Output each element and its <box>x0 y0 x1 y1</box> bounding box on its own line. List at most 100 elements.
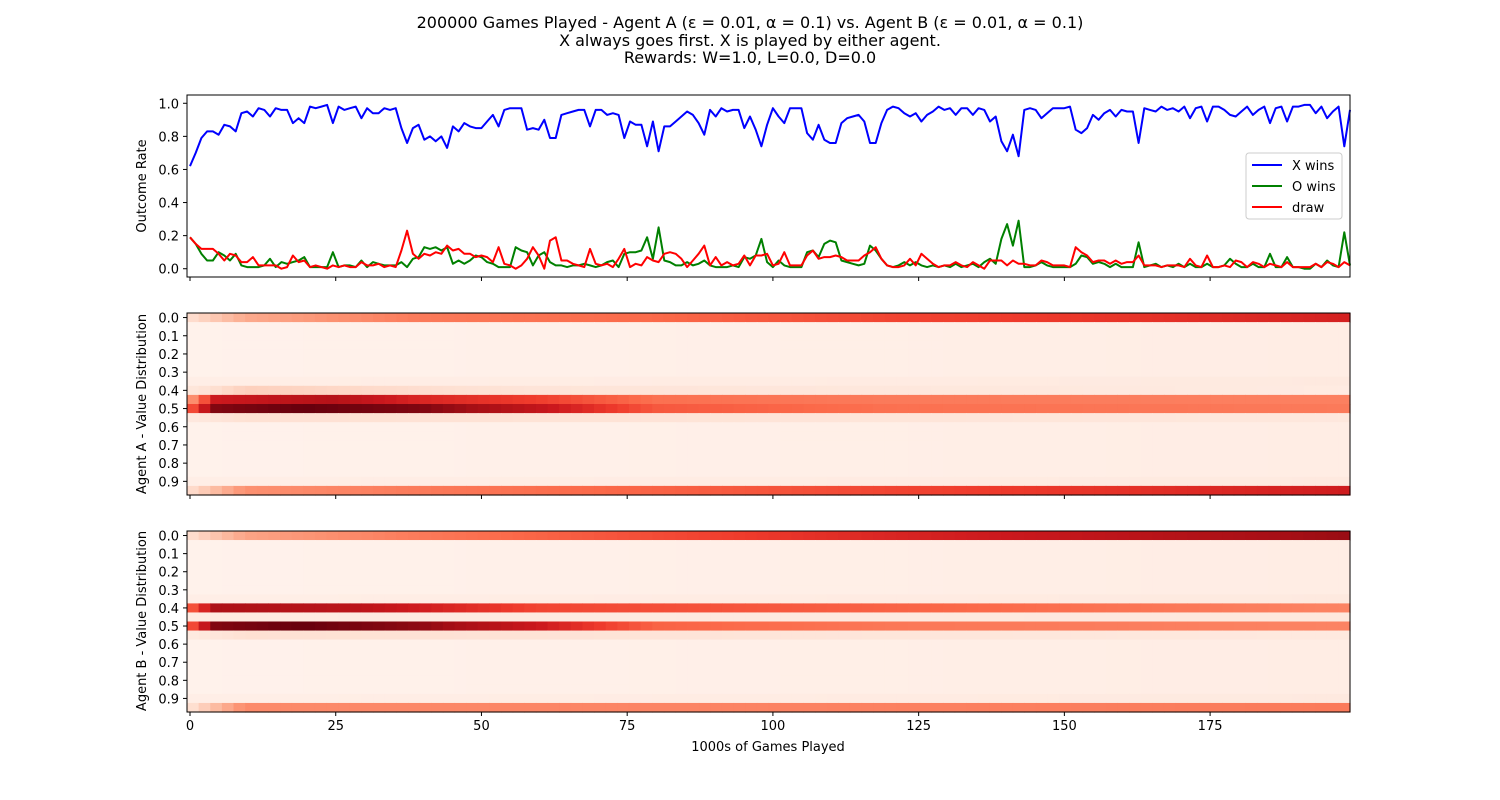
agent-a-heatmap-cell <box>1117 422 1130 432</box>
agent-a-heatmap-cell <box>628 458 642 469</box>
agent-b-heatmap-cell <box>291 549 304 559</box>
agent-b-heatmap-cell <box>454 549 467 559</box>
agent-a-heatmap-cell <box>849 331 863 341</box>
agent-a-heatmap-cell <box>407 476 421 487</box>
agent-b-heatmap-cell <box>826 675 839 686</box>
agent-b-heatmap-cell <box>547 657 560 668</box>
agent-b-heatmap-cell <box>187 576 200 586</box>
agent-b-heatmap-cell <box>698 540 711 550</box>
agent-a-heatmap-cell <box>373 322 386 332</box>
agent-a-heatmap-cell <box>873 349 886 360</box>
agent-b-heatmap-cell <box>1198 639 1212 650</box>
agent-b-heatmap-cell <box>628 594 642 604</box>
agent-a-heatmap-cell <box>628 376 642 387</box>
agent-a-heatmap-cell <box>908 367 921 378</box>
agent-a-heatmap-cell <box>198 331 211 341</box>
agent-b-heatmap-cell <box>989 630 1002 641</box>
agent-b-heatmap-cell <box>210 684 223 695</box>
agent-b-heatmap-cell <box>570 594 584 604</box>
agent-a-heatmap-cell <box>1059 385 1072 396</box>
agent-b-heatmap-cell <box>1233 657 1246 668</box>
agent-a-heatmap-cell <box>989 458 1002 469</box>
agent-b-heatmap-cell <box>815 576 828 586</box>
agent-b-heatmap-cell <box>931 630 944 641</box>
agent-a-heatmap-cell <box>1024 458 1037 469</box>
agent-b-heatmap-cell <box>1187 558 1200 568</box>
agent-b-heatmap-cell <box>1024 558 1037 568</box>
agent-b-heatmap-cell <box>826 648 839 659</box>
agent-b-heatmap-cell <box>303 666 316 677</box>
agent-b-heatmap-cell <box>1280 549 1293 559</box>
agent-a-heatmap-cell <box>1338 485 1351 496</box>
agent-a-heatmap-cell <box>896 385 909 396</box>
agent-b-heatmap-cell <box>931 684 944 695</box>
agent-b-heatmap-cell <box>501 684 514 695</box>
agent-b-heatmap-cell <box>1059 693 1072 704</box>
agent-a-heatmap-cell <box>559 349 572 360</box>
agent-b-heatmap-cell <box>605 630 618 641</box>
agent-a-heatmap-cell <box>989 467 1002 478</box>
agent-a-heatmap-cell <box>477 485 490 496</box>
agent-b-heatmap-cell <box>326 657 339 668</box>
agent-b-heatmap-cell <box>1012 639 1025 650</box>
agent-a-heatmap-cell <box>291 340 304 350</box>
agent-b-heatmap-cell <box>815 684 828 695</box>
agent-a-heatmap-cell <box>803 467 816 478</box>
agent-b-heatmap-cell <box>396 675 409 686</box>
agent-a-heatmap-cell <box>849 458 863 469</box>
agent-a-heatmap-cell <box>268 485 281 496</box>
agent-b-heatmap-cell <box>326 675 339 686</box>
agent-b-heatmap-cell <box>710 585 723 595</box>
agent-b-heatmap-cell <box>919 693 932 704</box>
agent-a-heatmap-cell <box>338 340 351 350</box>
agent-a-heatmap-cell <box>1024 467 1037 478</box>
agent-a-heatmap-cell <box>1187 367 1200 378</box>
agent-b-heatmap-cell <box>314 558 328 568</box>
agent-a-heatmap-cell <box>442 313 456 323</box>
agent-b-heatmap-cell <box>361 576 374 586</box>
agent-a-heatmap-cell <box>326 376 339 387</box>
agent-a-heatmap-cell <box>838 485 851 496</box>
agent-b-heatmap-cell <box>1175 702 1188 713</box>
agent-a-heatmap-cell <box>1187 440 1200 451</box>
agent-a-heatmap-cell <box>535 313 549 323</box>
agent-a-heatmap-cell <box>1256 467 1270 478</box>
agent-a-heatmap-cell <box>1303 385 1316 396</box>
agent-a-heatmap-cell <box>989 440 1002 451</box>
agent-a-heatmap-cell <box>407 385 421 396</box>
agent-b-heatmap-cell <box>512 693 525 704</box>
agent-a-heatmap-cell <box>582 431 595 441</box>
agent-a-heatmap-cell <box>1117 404 1130 414</box>
agent-b-heatmap-cell <box>861 702 874 713</box>
agent-a-heatmap-cell <box>1245 394 1258 405</box>
agent-a-heatmap-cell <box>338 431 351 441</box>
agent-b-heatmap-cell <box>431 630 444 641</box>
agent-b-heatmap-cell <box>559 558 572 568</box>
agent-b-heatmap-cell <box>524 666 537 677</box>
agent-b-heatmap-cell <box>419 576 432 586</box>
agent-a-heatmap-cell <box>291 458 304 469</box>
agent-b-heatmap-cell <box>1024 531 1037 541</box>
agent-b-heatmap-cell <box>233 648 246 659</box>
agent-b-heatmap-cell <box>477 639 490 650</box>
agent-b-heatmap-cell <box>524 585 537 595</box>
agent-b-heatmap-cell <box>594 702 607 713</box>
agent-a-heatmap-cell <box>1117 376 1130 387</box>
agent-b-heatmap-cell <box>1163 702 1177 713</box>
y-tick-label: 0.2 <box>158 230 179 245</box>
agent-a-heatmap-cell <box>884 349 898 360</box>
agent-b-heatmap-cell <box>1059 585 1072 595</box>
y-tick-label: 0.4 <box>158 602 179 617</box>
agent-b-heatmap-cell <box>349 549 363 559</box>
agent-a-heatmap-cell <box>1163 422 1177 432</box>
agent-b-heatmap-cell <box>617 684 630 695</box>
agent-b-heatmap-cell <box>826 612 839 623</box>
agent-b-heatmap-cell <box>1338 675 1351 686</box>
agent-b-heatmap-cell <box>1070 585 1084 595</box>
agent-a-heatmap-cell <box>861 440 874 451</box>
agent-b-heatmap-cell <box>1070 621 1084 632</box>
agent-a-heatmap-cell <box>524 476 537 487</box>
agent-b-heatmap-cell <box>384 540 397 550</box>
agent-a-heatmap-cell <box>791 313 804 323</box>
agent-b-heatmap-cell <box>396 630 409 641</box>
